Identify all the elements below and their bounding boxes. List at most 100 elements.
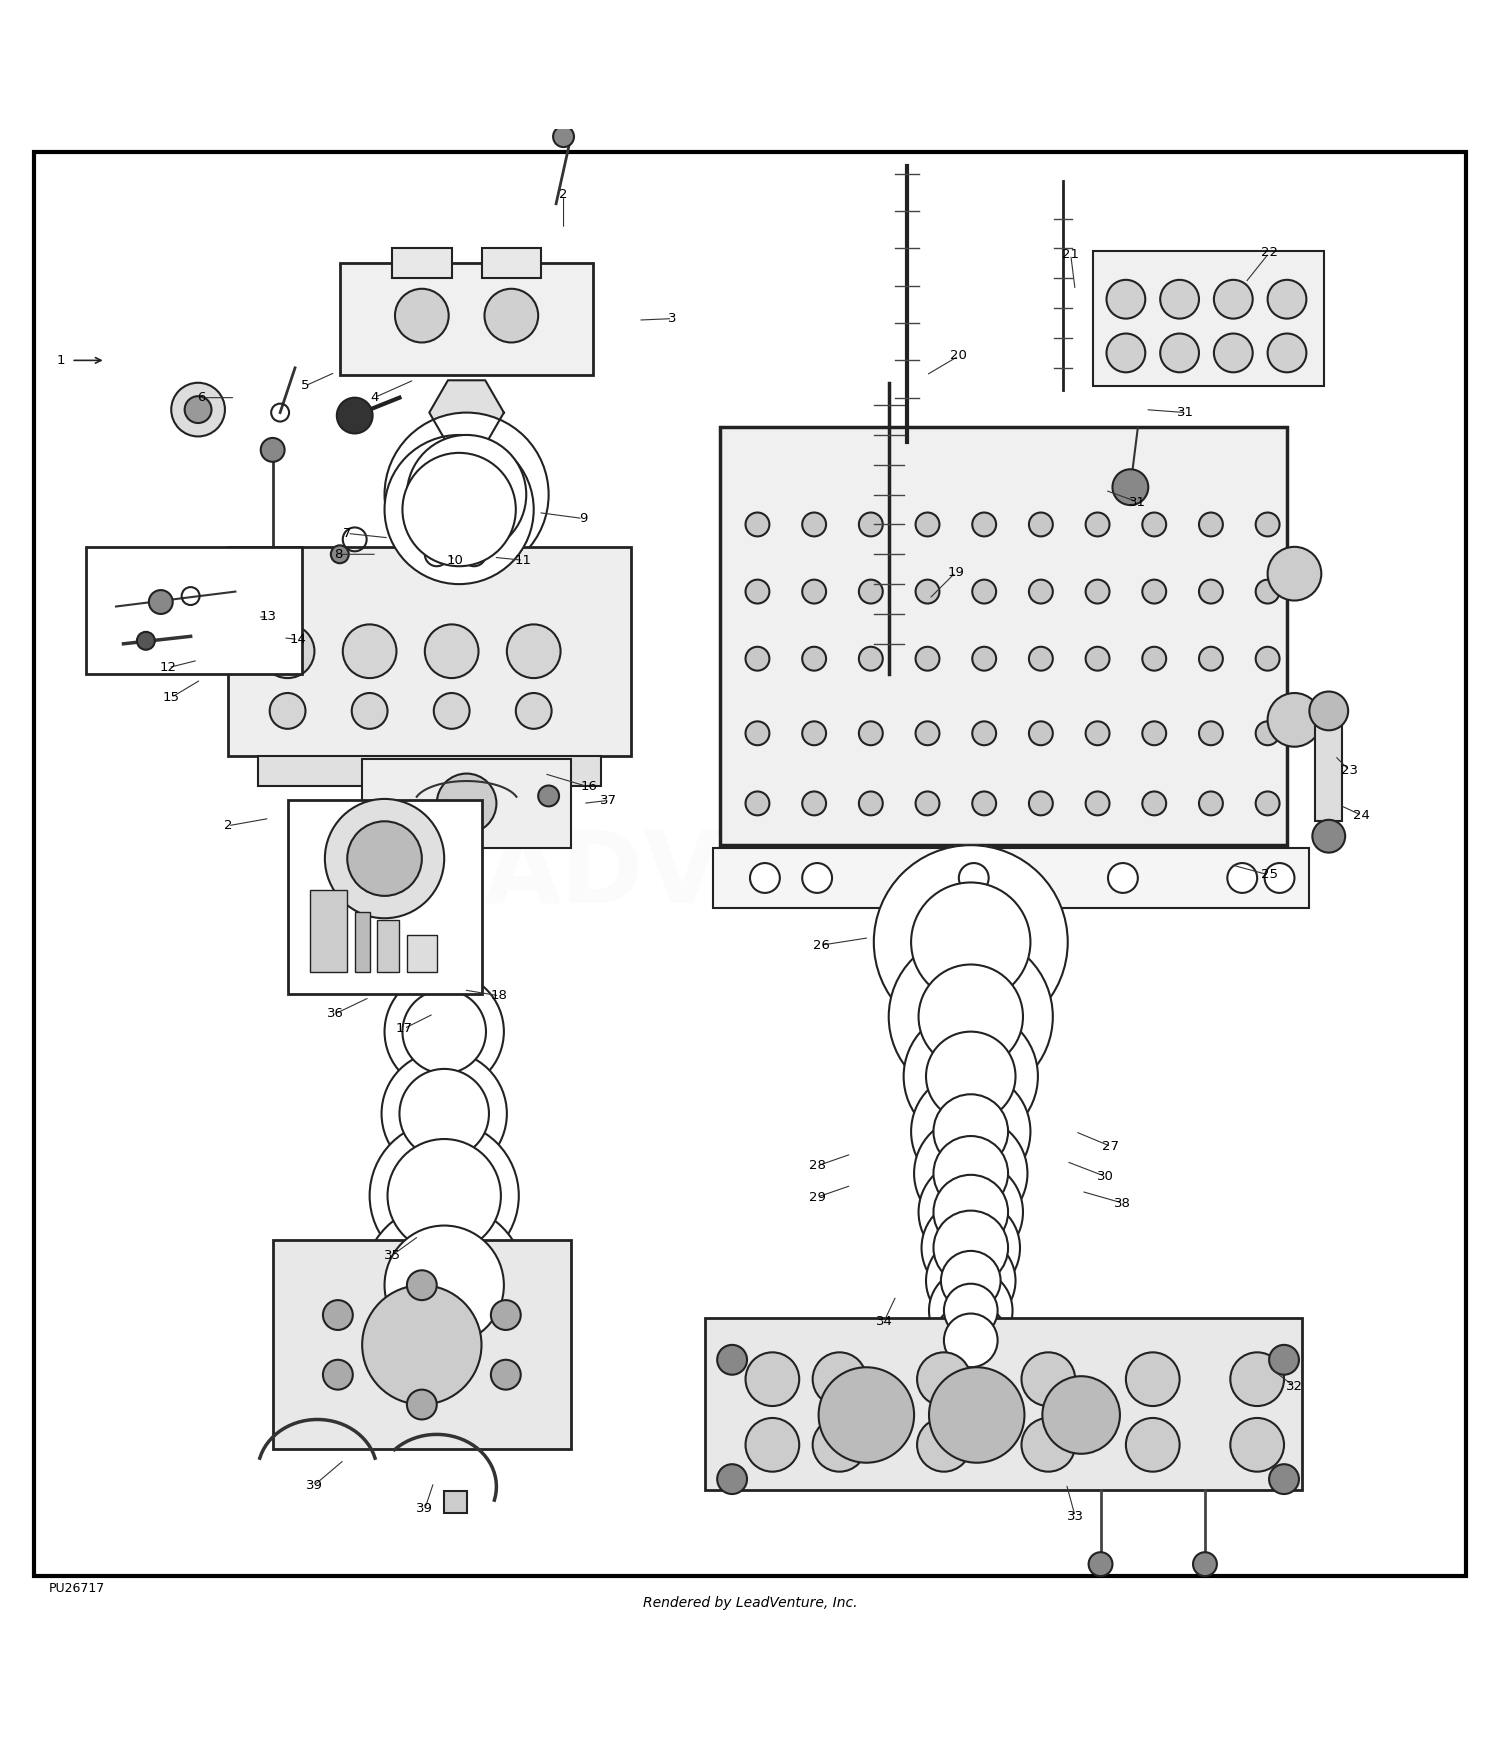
Circle shape: [332, 546, 348, 564]
Text: 8: 8: [334, 548, 342, 560]
Text: 18: 18: [490, 989, 508, 1003]
Text: 34: 34: [876, 1314, 892, 1328]
Circle shape: [1086, 791, 1110, 816]
Circle shape: [1256, 648, 1280, 670]
Circle shape: [940, 1251, 1000, 1311]
Circle shape: [346, 821, 422, 896]
Text: 2: 2: [224, 819, 232, 833]
Circle shape: [554, 126, 574, 147]
Circle shape: [926, 1236, 1016, 1325]
Text: 25: 25: [1260, 868, 1278, 882]
Circle shape: [859, 579, 883, 604]
Circle shape: [1029, 648, 1053, 670]
Circle shape: [746, 721, 770, 746]
Circle shape: [802, 721, 826, 746]
Circle shape: [933, 1136, 1008, 1211]
Circle shape: [914, 1116, 1028, 1230]
Bar: [720, 427, 1287, 845]
Circle shape: [933, 1094, 1008, 1169]
Circle shape: [1143, 579, 1166, 604]
Circle shape: [1256, 791, 1280, 816]
Circle shape: [918, 1160, 1023, 1264]
Text: 29: 29: [808, 1190, 825, 1204]
Circle shape: [1198, 513, 1222, 537]
Bar: [258, 756, 602, 786]
Text: 7: 7: [344, 527, 351, 541]
Text: 13: 13: [260, 611, 276, 623]
Text: 5: 5: [302, 380, 309, 392]
Text: 39: 39: [306, 1479, 322, 1491]
Circle shape: [915, 579, 939, 604]
Circle shape: [1042, 1376, 1120, 1454]
Circle shape: [1268, 334, 1306, 373]
Circle shape: [381, 1052, 507, 1176]
Circle shape: [270, 693, 306, 728]
Circle shape: [944, 1314, 998, 1367]
Circle shape: [888, 934, 1053, 1099]
Bar: [392, 248, 452, 278]
Circle shape: [1108, 863, 1138, 892]
Circle shape: [1214, 334, 1252, 373]
Circle shape: [746, 1353, 800, 1405]
Circle shape: [746, 1418, 800, 1472]
Text: 30: 30: [1096, 1169, 1113, 1183]
Bar: [406, 934, 436, 971]
Circle shape: [888, 934, 1053, 1099]
Bar: [228, 546, 630, 756]
Circle shape: [746, 791, 770, 816]
Bar: [310, 891, 346, 971]
Circle shape: [926, 1236, 1016, 1325]
Circle shape: [1143, 513, 1166, 537]
Circle shape: [1192, 1552, 1216, 1577]
Circle shape: [1126, 1418, 1179, 1472]
Circle shape: [915, 648, 939, 670]
Circle shape: [1268, 546, 1322, 600]
Bar: [705, 1318, 1302, 1489]
Circle shape: [1230, 1418, 1284, 1472]
Circle shape: [874, 845, 1068, 1040]
Circle shape: [928, 1367, 1024, 1463]
Circle shape: [819, 1367, 914, 1463]
Circle shape: [1113, 469, 1149, 506]
Circle shape: [184, 396, 211, 424]
Circle shape: [802, 791, 826, 816]
Circle shape: [859, 791, 883, 816]
Text: 27: 27: [1102, 1139, 1119, 1153]
Circle shape: [387, 1139, 501, 1253]
Circle shape: [1089, 1552, 1113, 1577]
Circle shape: [1227, 863, 1257, 892]
Circle shape: [136, 632, 154, 649]
Circle shape: [813, 1353, 867, 1405]
Circle shape: [750, 863, 780, 892]
Circle shape: [1086, 648, 1110, 670]
Circle shape: [802, 579, 826, 604]
Circle shape: [1198, 791, 1222, 816]
Circle shape: [915, 513, 939, 537]
Circle shape: [916, 1418, 970, 1472]
Circle shape: [1086, 721, 1110, 746]
Circle shape: [921, 1199, 1020, 1297]
Circle shape: [1198, 648, 1222, 670]
Circle shape: [1107, 334, 1146, 373]
Circle shape: [351, 693, 387, 728]
Circle shape: [1198, 721, 1222, 746]
Text: 19: 19: [948, 565, 964, 579]
Circle shape: [972, 648, 996, 670]
Circle shape: [1029, 513, 1053, 537]
Text: 1: 1: [57, 354, 64, 367]
Circle shape: [921, 1199, 1020, 1297]
Text: 28: 28: [808, 1158, 825, 1172]
Text: 9: 9: [579, 513, 586, 525]
Circle shape: [918, 964, 1023, 1069]
Text: 15: 15: [162, 691, 180, 704]
Circle shape: [1029, 721, 1053, 746]
Circle shape: [933, 1094, 1008, 1169]
Text: 35: 35: [384, 1250, 400, 1262]
Polygon shape: [429, 380, 504, 444]
Circle shape: [972, 579, 996, 604]
Text: 3: 3: [668, 312, 676, 326]
Circle shape: [717, 1344, 747, 1376]
Circle shape: [1230, 1353, 1284, 1405]
Circle shape: [746, 648, 770, 670]
Bar: [273, 1241, 572, 1449]
